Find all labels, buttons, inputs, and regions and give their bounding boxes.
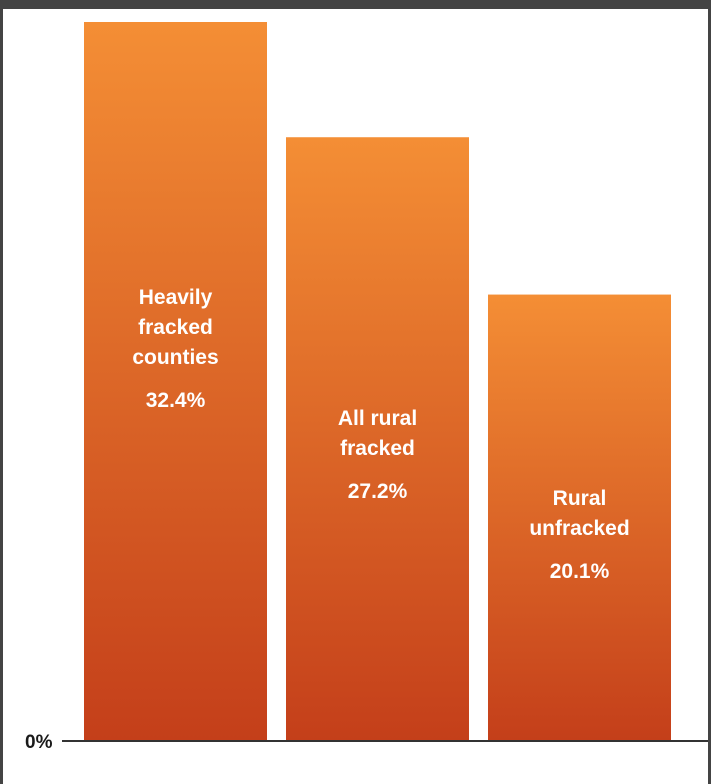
bar-category-label-3: Rural unfracked <box>529 487 629 540</box>
bar-category-label-1: Heavily fracked counties <box>132 286 218 369</box>
bar-2 <box>286 137 469 741</box>
bar-category-label-line: fracked <box>340 437 415 460</box>
labels-layer: Heavily fracked counties 32.4% All rural frac… <box>132 286 629 583</box>
bar-1 <box>84 22 267 740</box>
bar-category-label-line: unfracked <box>529 517 629 540</box>
bar-category-label-line: Rural <box>553 487 607 510</box>
bar-3 <box>488 294 671 740</box>
bar-category-label-line: Heavily <box>139 286 213 309</box>
bar-value-label-3: 20.1% <box>550 560 610 583</box>
frame-border-left <box>0 0 3 784</box>
bar-category-label-line: counties <box>132 346 218 369</box>
frame-border-right <box>708 0 711 784</box>
bar-value-label-2: 27.2% <box>348 480 408 503</box>
bar-category-label-2: All rural fracked <box>338 407 417 460</box>
top-rule <box>0 0 711 9</box>
y-axis-zero-label: 0% <box>25 732 53 753</box>
bar-value-label-1: 32.4% <box>146 389 206 412</box>
bar-category-label-line: fracked <box>138 316 213 339</box>
bars-layer <box>84 22 671 741</box>
bar-category-label-line: All rural <box>338 407 417 430</box>
